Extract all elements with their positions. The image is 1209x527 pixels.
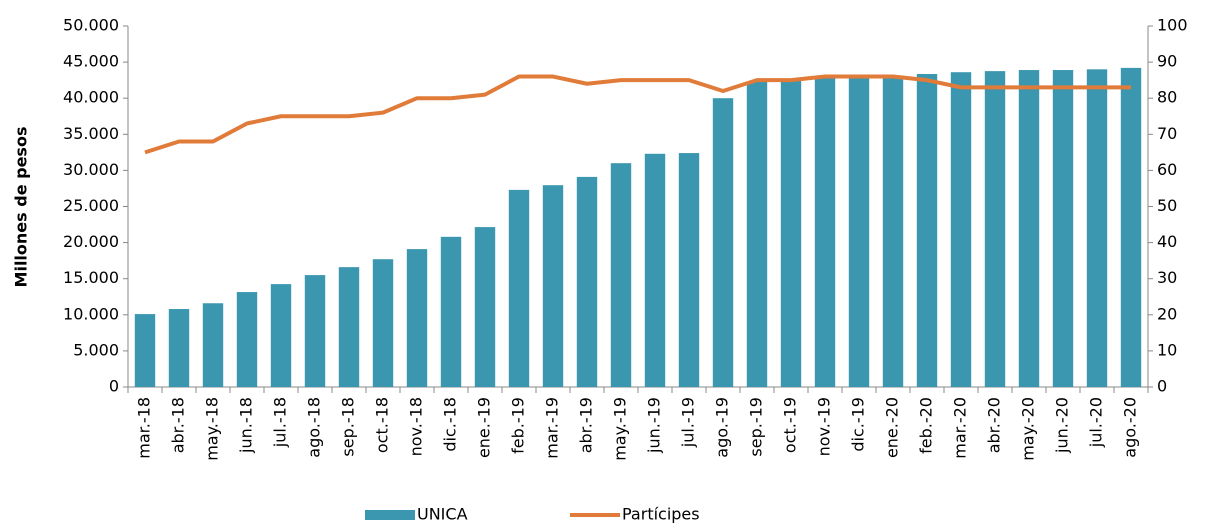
bar: [508, 189, 530, 387]
x-tick-label: abr.-18: [169, 397, 188, 453]
y2-tick-label: 50: [1157, 196, 1177, 215]
x-tick-label: nov.-19: [815, 397, 834, 456]
bar: [712, 98, 734, 387]
bar: [372, 259, 394, 387]
x-tick-label: jul.-19: [679, 397, 698, 448]
x-tick-label: mar.-19: [543, 397, 562, 459]
y2-tick-label: 30: [1157, 268, 1177, 287]
x-tick-label: jun.-19: [645, 397, 664, 454]
bar: [168, 309, 190, 387]
y-tick-label: 5.000: [73, 340, 119, 359]
x-tick-label: mar.-18: [135, 397, 154, 459]
y-axis-title: Millones de pesos: [12, 127, 31, 288]
bar: [338, 267, 360, 387]
y-tick-label: 35.000: [63, 124, 119, 143]
bar: [304, 275, 326, 387]
x-tick-label: ene.-19: [475, 397, 494, 458]
x-tick-label: oct.-19: [781, 397, 800, 453]
y-tick-label: 45.000: [63, 52, 119, 71]
x-tick-label: ago.-19: [713, 397, 732, 458]
x-tick-label: oct.-18: [373, 397, 392, 453]
x-tick-label: dic.-19: [849, 397, 868, 452]
x-tick-label: ago.-18: [305, 397, 324, 458]
x-tick-label: sep.-18: [339, 397, 358, 457]
bar: [610, 163, 632, 387]
x-tick-label: may.-18: [203, 397, 222, 461]
x-tick-label: sep.-19: [747, 397, 766, 457]
bar: [270, 284, 292, 387]
bar: [440, 236, 462, 387]
bar: [474, 227, 496, 387]
bar: [1086, 69, 1108, 387]
bar: [406, 249, 428, 387]
x-tick-label: jul.-18: [271, 397, 290, 448]
x-tick-label: nov.-18: [407, 397, 426, 456]
legend-label: Partícipes: [622, 505, 700, 524]
x-tick-label: abr.-19: [577, 397, 596, 453]
line: [144, 74, 1131, 155]
bar: [950, 72, 972, 387]
y-tick-label: 15.000: [63, 268, 119, 287]
x-tick-label: may.-19: [611, 397, 630, 461]
y2-tick-label: 100: [1157, 16, 1188, 35]
y-tick-label: 50.000: [63, 16, 119, 35]
x-tick-label: ago.-20: [1121, 397, 1140, 458]
x-tick-label: abr.-20: [985, 397, 1004, 453]
legend-label: UNICA: [417, 505, 468, 524]
y2-tick-label: 20: [1157, 304, 1177, 323]
bar: [236, 292, 258, 387]
y-tick-label: 30.000: [63, 160, 119, 179]
y-tick-label: 20.000: [63, 232, 119, 251]
y2-tick-label: 70: [1157, 124, 1177, 143]
x-tick-label: may.-20: [1019, 397, 1038, 461]
x-tick-label: mar.-20: [951, 397, 970, 459]
y2-tick-label: 0: [1157, 377, 1167, 396]
bar: [814, 77, 836, 387]
y2-tick-label: 80: [1157, 88, 1177, 107]
y-tick-label: 10.000: [63, 304, 119, 323]
x-tick-label: feb.-20: [917, 397, 936, 454]
bar: [916, 74, 938, 387]
y-tick-label: 40.000: [63, 88, 119, 107]
x-tick-label: feb.-19: [509, 397, 528, 454]
bar: [746, 81, 768, 387]
bar: [1018, 70, 1040, 388]
bar: [644, 153, 666, 387]
y-tick-label: 25.000: [63, 196, 119, 215]
x-tick-label: dic.-18: [441, 397, 460, 452]
bar: [134, 314, 156, 387]
x-tick-label: jul.-20: [1087, 397, 1106, 448]
y2-tick-label: 40: [1157, 232, 1177, 251]
bar: [576, 176, 598, 387]
bar: [678, 153, 700, 387]
bar: [848, 76, 870, 387]
bar: [202, 303, 224, 387]
bar: [984, 71, 1006, 387]
y2-tick-label: 90: [1157, 52, 1177, 71]
y2-tick-label: 60: [1157, 160, 1177, 179]
x-tick-label: jun.-18: [237, 397, 256, 454]
x-tick-label: ene.-20: [883, 397, 902, 458]
y-tick-label: 0: [109, 377, 119, 396]
bar: [1052, 70, 1074, 388]
bar: [780, 80, 802, 387]
x-tick-label: jun.-20: [1053, 397, 1072, 454]
bar: [882, 75, 904, 388]
y2-tick-label: 10: [1157, 340, 1177, 359]
legend-swatch: [365, 510, 415, 520]
bar: [1120, 67, 1142, 387]
bar: [542, 185, 564, 387]
